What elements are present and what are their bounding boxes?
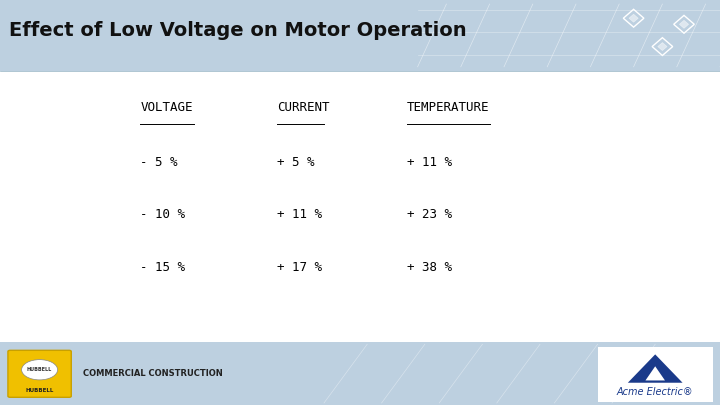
Bar xyxy=(0,342,720,405)
Text: + 23 %: + 23 % xyxy=(407,208,452,221)
Text: - 15 %: - 15 % xyxy=(140,261,186,274)
Text: + 17 %: + 17 % xyxy=(277,261,323,274)
Text: HUBBELL: HUBBELL xyxy=(27,367,53,372)
Text: - 5 %: - 5 % xyxy=(140,156,178,168)
Bar xyxy=(598,347,713,402)
Text: + 38 %: + 38 % xyxy=(407,261,452,274)
Circle shape xyxy=(22,360,58,380)
Text: - 10 %: - 10 % xyxy=(140,208,186,221)
FancyBboxPatch shape xyxy=(8,350,71,397)
Text: Effect of Low Voltage on Motor Operation: Effect of Low Voltage on Motor Operation xyxy=(9,21,467,40)
Text: HUBBELL: HUBBELL xyxy=(25,388,54,392)
Bar xyxy=(0,0,720,71)
Text: Acme Electric®: Acme Electric® xyxy=(617,387,693,397)
Polygon shape xyxy=(628,354,683,383)
Polygon shape xyxy=(629,14,638,22)
Text: + 5 %: + 5 % xyxy=(277,156,315,168)
Polygon shape xyxy=(658,43,667,51)
Text: COMMERCIAL CONSTRUCTION: COMMERCIAL CONSTRUCTION xyxy=(83,369,222,378)
Text: VOLTAGE: VOLTAGE xyxy=(140,101,193,114)
Polygon shape xyxy=(645,366,665,380)
Text: CURRENT: CURRENT xyxy=(277,101,330,114)
Text: + 11 %: + 11 % xyxy=(407,156,452,168)
Polygon shape xyxy=(680,20,688,28)
Text: + 11 %: + 11 % xyxy=(277,208,323,221)
Text: TEMPERATURE: TEMPERATURE xyxy=(407,101,490,114)
